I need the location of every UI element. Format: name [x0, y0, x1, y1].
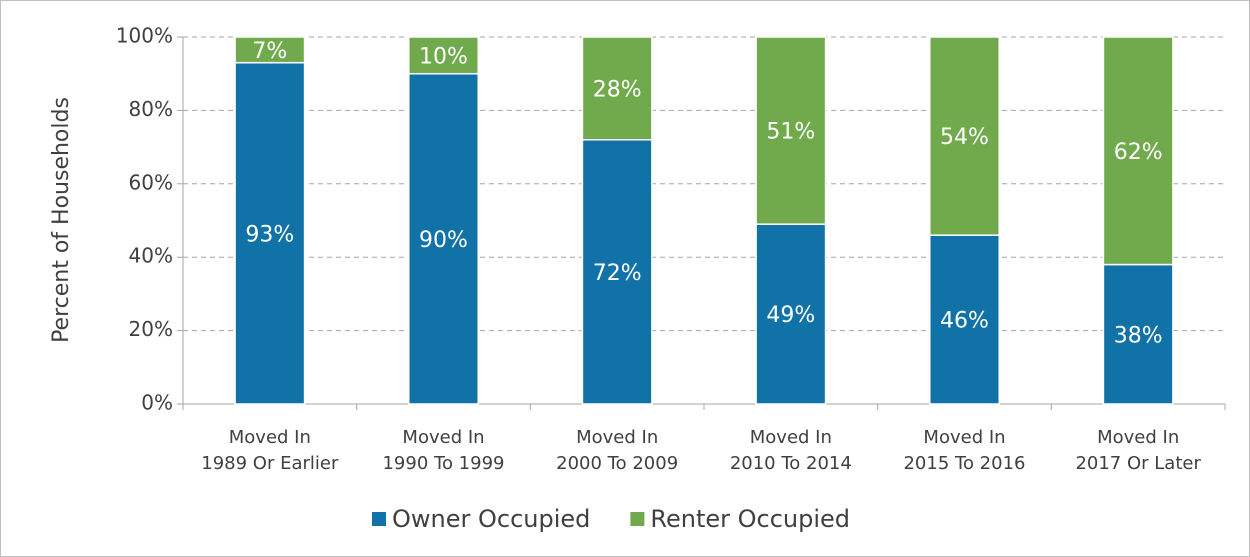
value-label: 62%: [1114, 140, 1163, 165]
x-tick-label: Moved In 2015 To 2016: [903, 427, 1025, 474]
bar-segment: [1102, 263, 1174, 405]
bar-segment: [929, 36, 1000, 236]
value-label: 49%: [766, 303, 815, 328]
y-tick-label: 100%: [116, 24, 173, 48]
value-label: 90%: [419, 228, 468, 253]
bar-segment: [408, 72, 479, 405]
value-label: 7%: [252, 39, 287, 64]
value-label: 38%: [1114, 323, 1163, 348]
bar-segment: [408, 36, 479, 75]
value-label: 51%: [766, 120, 815, 145]
value-label: 28%: [593, 77, 642, 102]
bar-segment: [1102, 36, 1174, 266]
x-tick-label: Moved In 2017 Or Later: [1075, 427, 1201, 474]
value-label: 46%: [940, 309, 989, 334]
bar-segment: [929, 234, 1000, 405]
x-tick-label: Moved In 2000 To 2009: [556, 427, 678, 474]
value-label: 72%: [593, 261, 642, 286]
x-tick-label: Moved In 1990 To 1999: [382, 427, 504, 474]
value-label: 93%: [245, 222, 294, 247]
x-tick-label: Moved In 2010 To 2014: [730, 427, 852, 474]
legend-label: Renter Occupied: [650, 505, 850, 533]
y-tick-label: 60%: [129, 170, 173, 194]
legend-label: Owner Occupied: [392, 505, 590, 533]
y-tick-label: 0%: [141, 391, 173, 415]
y-tick-label: 20%: [129, 317, 173, 341]
bar-segment: [581, 36, 653, 141]
y-tick-label: 80%: [129, 97, 173, 121]
bar-segment: [755, 36, 827, 225]
legend-swatch: [372, 512, 386, 526]
bar-segment: [755, 223, 827, 405]
value-label: 54%: [940, 125, 989, 150]
value-label: 10%: [419, 44, 468, 69]
bar-segment: [234, 61, 306, 405]
y-axis-label: Percent of Households: [49, 97, 74, 343]
x-tick-label: Moved In 1989 Or Earlier: [201, 427, 339, 474]
bar-segment: [234, 36, 306, 64]
legend-swatch: [630, 512, 645, 526]
bar-segment: [581, 139, 653, 405]
y-tick-label: 40%: [129, 244, 173, 268]
